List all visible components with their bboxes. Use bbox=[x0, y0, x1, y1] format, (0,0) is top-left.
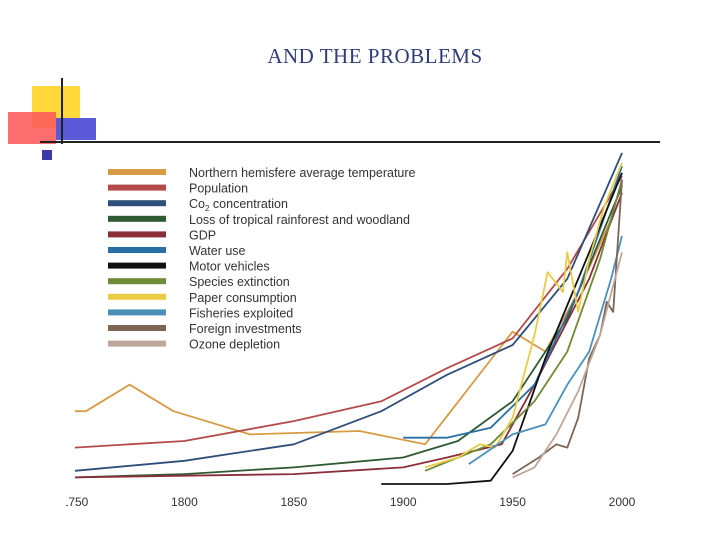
series-line-6 bbox=[403, 165, 623, 439]
legend-label-9: Paper consumption bbox=[189, 291, 297, 305]
legend-label-10: Fisheries exploited bbox=[189, 306, 293, 320]
legend-swatch-5 bbox=[108, 231, 166, 238]
series-line-8 bbox=[424, 179, 623, 472]
series-line-7 bbox=[381, 172, 623, 485]
legend-label-3: Co2 concentration bbox=[189, 197, 288, 213]
x-tick-label-1: 1750 bbox=[66, 495, 89, 509]
legend-label-7: Motor vehicles bbox=[189, 260, 270, 274]
chart: Northern hemisfere average temperature Po… bbox=[66, 143, 666, 511]
x-tick-label-6: 2000 bbox=[609, 495, 636, 509]
legend-label-11: Foreign investments bbox=[189, 322, 302, 336]
legend-swatch-12 bbox=[108, 340, 166, 347]
decor-small-blue-square bbox=[42, 150, 52, 160]
decor-red-square bbox=[8, 112, 56, 144]
series-line-3 bbox=[74, 152, 623, 472]
legend-label-12: Ozone depletion bbox=[189, 338, 280, 352]
legend-label-5: GDP bbox=[189, 228, 216, 242]
legend-swatch-9 bbox=[108, 293, 166, 300]
legend-label-1: Northern hemisfere average temperature bbox=[189, 166, 416, 180]
legend-swatch-4 bbox=[108, 215, 166, 222]
legend-swatch-6 bbox=[108, 247, 166, 253]
legend-label-6: Water use bbox=[189, 244, 246, 258]
legend-label-2: Population bbox=[189, 182, 248, 196]
x-tick-label-5: 1950 bbox=[499, 495, 526, 509]
x-tick-label-2: 1800 bbox=[171, 495, 198, 509]
legend-swatch-2 bbox=[108, 184, 166, 191]
series-line-2 bbox=[74, 175, 623, 449]
slide-title: AND THE PROBLEMS bbox=[267, 44, 483, 68]
series-line-5 bbox=[74, 192, 623, 479]
legend-label-8: Species extinction bbox=[189, 275, 290, 289]
series-line-12 bbox=[512, 252, 623, 479]
legend-swatch-7 bbox=[108, 262, 166, 269]
legend-swatch-10 bbox=[108, 309, 166, 316]
legend-swatch-8 bbox=[108, 278, 166, 285]
decor-vertical-line bbox=[61, 78, 63, 144]
legend-swatch-11 bbox=[108, 325, 166, 331]
x-tick-label-4: 1900 bbox=[390, 495, 417, 509]
chart-svg: Northern hemisfere average temperature Po… bbox=[66, 152, 636, 509]
series-line-10 bbox=[468, 235, 623, 465]
x-tick-label-3: 1850 bbox=[280, 495, 307, 509]
legend-swatch-3 bbox=[108, 200, 166, 207]
series-line-9 bbox=[424, 162, 623, 469]
legend-swatch-1 bbox=[108, 169, 166, 175]
decor-blue-square bbox=[56, 118, 96, 140]
decor-horizontal-line bbox=[40, 141, 660, 143]
legend-label-4: Loss of tropical rainforest and woodland bbox=[189, 213, 410, 227]
series-line-4 bbox=[74, 185, 623, 479]
